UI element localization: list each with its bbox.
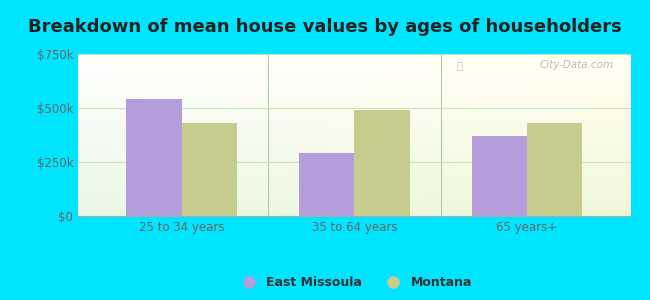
Bar <box>126 99 181 216</box>
Text: City-Data.com: City-Data.com <box>540 61 614 70</box>
Text: ⦿: ⦿ <box>456 61 462 70</box>
Text: Breakdown of mean house values by ages of householders: Breakdown of mean house values by ages o… <box>28 18 622 36</box>
Bar <box>181 123 237 216</box>
Bar <box>472 136 527 216</box>
Bar <box>354 110 410 216</box>
Legend: East Missoula, Montana: East Missoula, Montana <box>231 271 477 294</box>
Bar <box>527 123 582 216</box>
Bar <box>299 153 354 216</box>
